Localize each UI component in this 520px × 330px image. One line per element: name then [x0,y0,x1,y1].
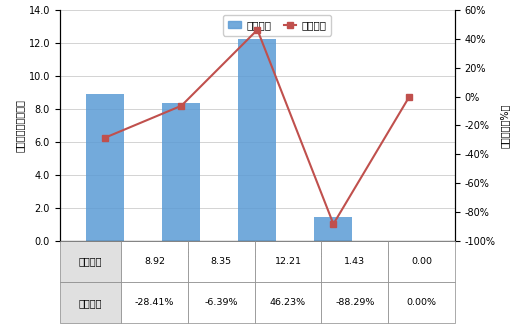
Bar [86,94,124,241]
Y-axis label: 同比增速（%）: 同比增速（%） [500,103,510,148]
Bar [162,103,200,241]
Bar [315,217,353,241]
Y-axis label: 进口金额（万美元）: 进口金额（万美元） [15,99,24,152]
Bar [238,40,277,241]
Legend: 进口金额, 同比增长: 进口金额, 同比增长 [223,15,331,36]
